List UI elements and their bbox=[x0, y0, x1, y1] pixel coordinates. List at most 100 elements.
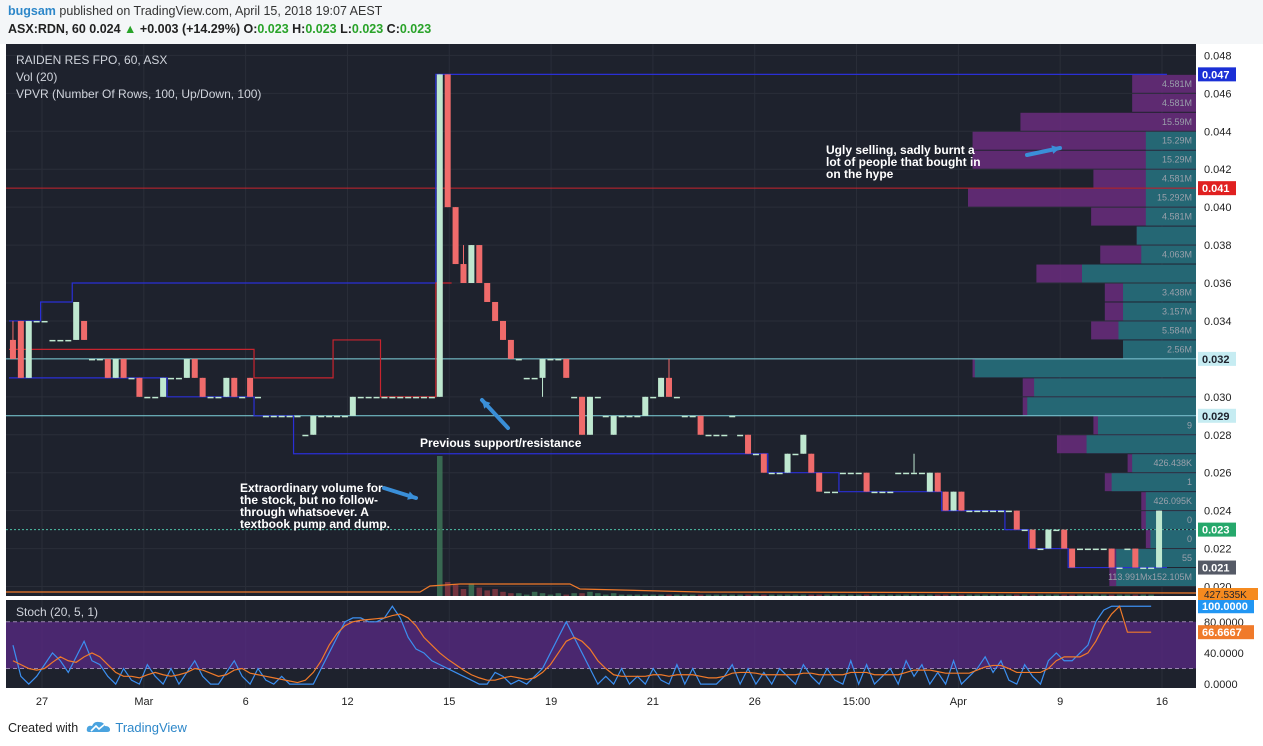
candle-body bbox=[381, 396, 388, 399]
volume-bar bbox=[1124, 594, 1131, 596]
stoch-k-label-box bbox=[1198, 599, 1254, 614]
volume-bar bbox=[555, 593, 562, 596]
candle-body bbox=[365, 396, 372, 399]
candle-body bbox=[112, 358, 119, 378]
candle-body bbox=[934, 472, 941, 492]
volume-bar bbox=[942, 594, 949, 596]
volume-profile-label: 4.581M bbox=[1162, 79, 1192, 89]
candle-body bbox=[966, 510, 973, 513]
volume-bar bbox=[1053, 594, 1060, 596]
close-value: 0.023 bbox=[399, 22, 432, 36]
candle-body bbox=[247, 377, 254, 397]
candle-body bbox=[476, 245, 483, 284]
volume-bar bbox=[879, 594, 886, 596]
volume-bar bbox=[1014, 594, 1020, 596]
candle-body bbox=[1021, 529, 1028, 532]
candle-body bbox=[1124, 548, 1131, 551]
price-tick-label: 0.038 bbox=[1204, 240, 1232, 252]
time-tick-label: 15 bbox=[443, 696, 455, 708]
volume-bar bbox=[958, 594, 965, 596]
price-label-box bbox=[1198, 181, 1236, 196]
tradingview-link[interactable]: TradingView bbox=[86, 720, 187, 735]
candle-body bbox=[405, 396, 412, 399]
footer: Created with TradingView bbox=[0, 718, 1263, 746]
candle-body bbox=[270, 415, 277, 418]
volume-profile-up-bar bbox=[1145, 150, 1196, 169]
volume-bar bbox=[523, 594, 530, 596]
volume-label-box bbox=[1198, 588, 1258, 600]
candle-body bbox=[752, 453, 759, 456]
annotation-volume-line: the stock, but no follow- bbox=[240, 493, 378, 507]
volume-profile-up-bar bbox=[1086, 435, 1196, 454]
volume-bar bbox=[1021, 594, 1028, 596]
candle-body bbox=[879, 491, 886, 494]
candle-body bbox=[665, 377, 672, 397]
volume-profile-label: 426.438K bbox=[1153, 458, 1192, 468]
up-arrow-icon: ▲ bbox=[124, 22, 137, 36]
candle-body bbox=[88, 358, 95, 361]
candle-body bbox=[41, 320, 48, 323]
time-tick-label: 27 bbox=[36, 696, 48, 708]
volume-bar bbox=[642, 594, 649, 596]
candle-body bbox=[9, 339, 16, 359]
annotation-volume-line: textbook pump and dump. bbox=[240, 517, 390, 531]
candle-body bbox=[950, 491, 957, 511]
candle-body bbox=[958, 491, 965, 511]
volume-bar bbox=[484, 590, 490, 596]
candle-body bbox=[73, 301, 80, 340]
candle-body bbox=[397, 396, 404, 399]
volume-bar bbox=[547, 594, 554, 596]
candle-body bbox=[1084, 548, 1091, 551]
candle-body bbox=[831, 491, 838, 494]
volume-bar bbox=[855, 594, 862, 596]
price-label-box bbox=[1198, 560, 1236, 575]
volume-bar bbox=[1116, 594, 1123, 596]
stoch-d-label-box bbox=[1198, 625, 1254, 640]
volume-bar bbox=[579, 593, 585, 596]
low-label: L: bbox=[340, 22, 352, 36]
candle-body bbox=[1077, 548, 1084, 551]
candle-body bbox=[17, 320, 24, 378]
volume-profile-label: 15.29M bbox=[1162, 155, 1192, 165]
volume-profile-label: 0 bbox=[1187, 515, 1192, 525]
close-label: C: bbox=[386, 22, 400, 36]
volume-profile: 4.581M 4.581M 15.59M 15.29M 15.29M 4.581M 15.2… bbox=[968, 74, 1196, 587]
volume-profile-label: 3.157M bbox=[1162, 306, 1192, 316]
ohlc-line: ASX:RDN, 60 0.024 ▲ +0.003 (+14.29%) O:0… bbox=[8, 22, 431, 36]
volume-bar bbox=[618, 594, 625, 596]
volume-bar bbox=[571, 593, 577, 596]
volume-profile-label: 15.292M bbox=[1157, 193, 1192, 203]
candle-body bbox=[824, 491, 831, 494]
arrow-selling-icon-head bbox=[1051, 145, 1060, 154]
candle-body bbox=[231, 377, 238, 397]
time-tick-label: 21 bbox=[647, 696, 659, 708]
volume-profile-label: 55 bbox=[1182, 553, 1192, 563]
volume-profile-label: 15.29M bbox=[1162, 136, 1192, 146]
candle-body bbox=[1156, 510, 1163, 568]
candle-body bbox=[579, 396, 586, 435]
time-tick-label: Mar bbox=[134, 696, 153, 708]
candle-body bbox=[413, 396, 420, 399]
volume-bar bbox=[626, 594, 633, 596]
candle-body bbox=[341, 415, 348, 418]
candle-body bbox=[136, 377, 143, 397]
volume-profile-up-bar bbox=[1145, 188, 1196, 207]
candle-body bbox=[25, 320, 32, 378]
author-link[interactable]: bugsam bbox=[8, 4, 56, 18]
volume-bar bbox=[863, 594, 870, 596]
candle-body bbox=[634, 415, 641, 418]
candle-body bbox=[81, 320, 88, 340]
volume-bar bbox=[539, 593, 546, 596]
annotation-selling-line: on the hype bbox=[826, 167, 894, 181]
volume-profile-label: 4.581M bbox=[1162, 174, 1192, 184]
volume-bar bbox=[1069, 594, 1075, 596]
candle-body bbox=[104, 358, 111, 378]
price-tick-label: 0.034 bbox=[1204, 316, 1232, 328]
volume-profile-up-bar bbox=[1027, 397, 1196, 416]
price-chart[interactable]: 4.581M 4.581M 15.59M 15.29M 15.29M 4.581M 15.2… bbox=[0, 44, 1263, 718]
candle-body bbox=[507, 339, 514, 359]
volume-bar bbox=[753, 594, 759, 596]
time-tick-label: 9 bbox=[1057, 696, 1063, 708]
price-label-box bbox=[1198, 67, 1236, 82]
volume-bar bbox=[1108, 594, 1115, 596]
